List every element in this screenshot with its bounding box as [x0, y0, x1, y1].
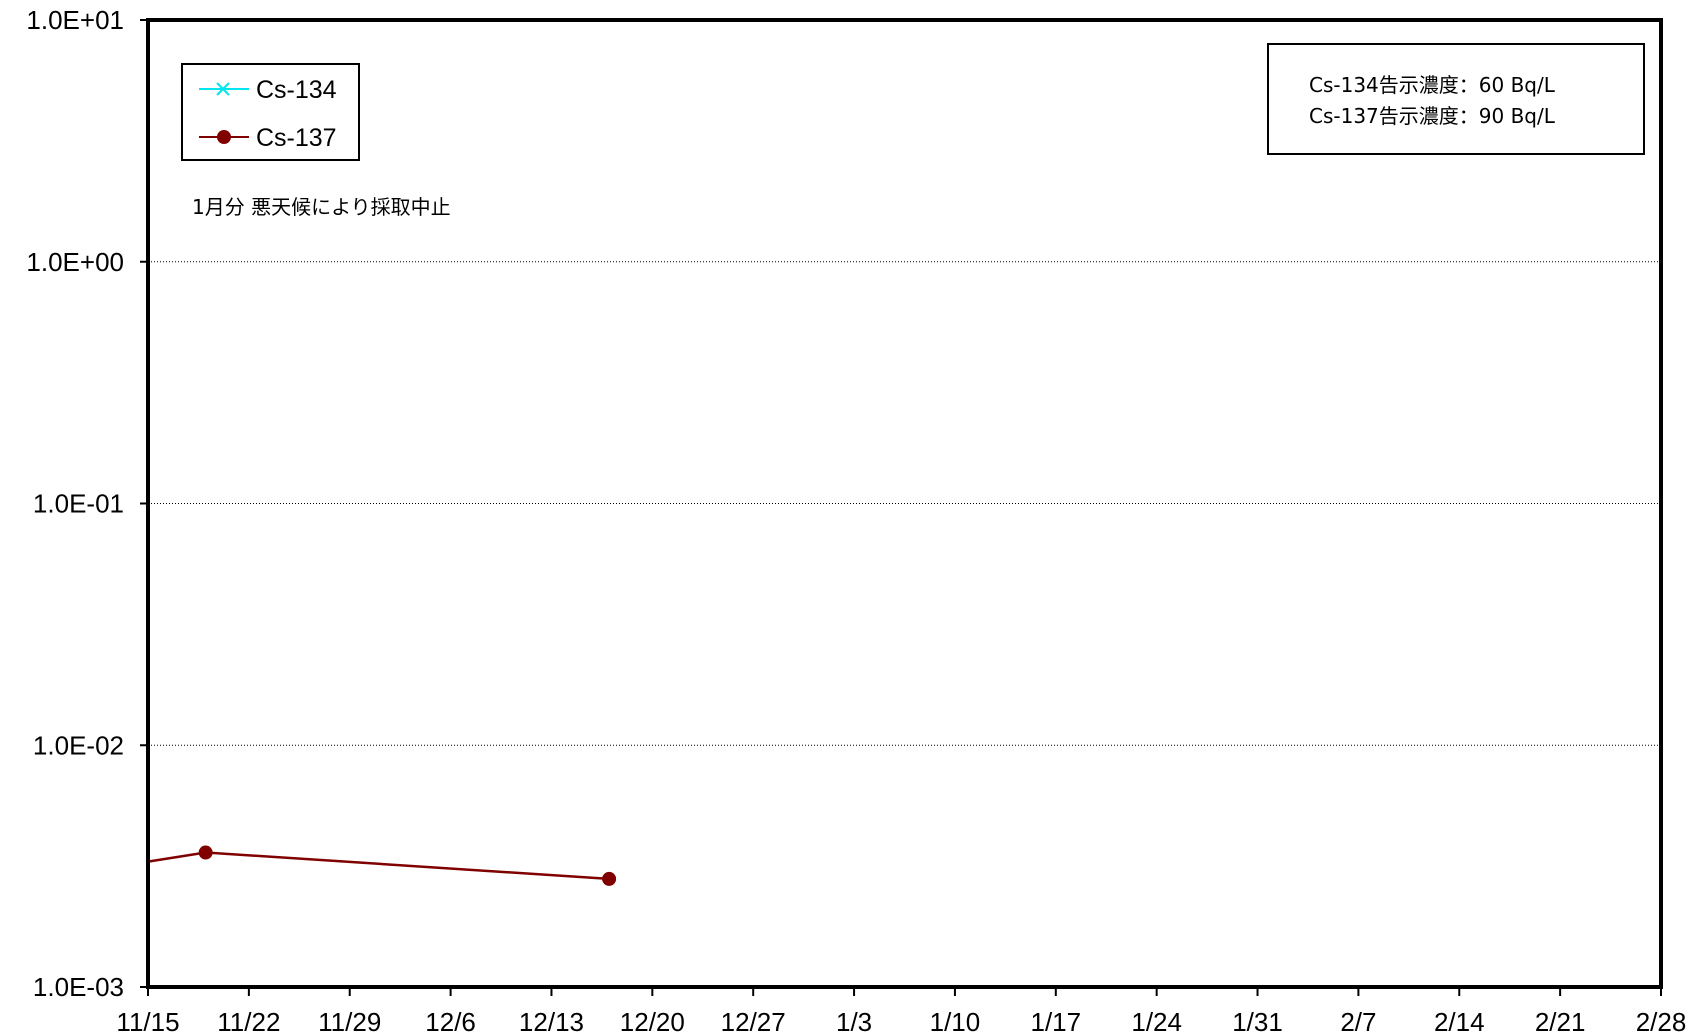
legend-item-cs137: Cs-137 — [199, 124, 337, 152]
y-tick-label: 1.0E-01 — [33, 489, 124, 519]
x-marker-icon — [216, 82, 230, 96]
y-tick-label: 1.0E+01 — [26, 5, 124, 35]
circle-marker-icon — [217, 130, 231, 144]
limit-annotation-box — [1267, 43, 1645, 155]
limit-text-cs134: Cs-134告示濃度：60 Bq/L — [1309, 73, 1556, 97]
legend-box — [181, 63, 360, 161]
x-tick-label: 1/17 — [1030, 1007, 1081, 1036]
x-tick-label: 11/15 — [116, 1007, 179, 1036]
limit-text-cs137: Cs-137告示濃度：90 Bq/L — [1309, 104, 1556, 128]
x-tick-label: 2/14 — [1434, 1007, 1485, 1036]
legend: Cs-134 Cs-137 — [181, 63, 360, 161]
limit-annotation: Cs-134告示濃度：60 Bq/L Cs-137告示濃度：90 Bq/L — [1267, 43, 1645, 155]
x-tick-label: 12/20 — [620, 1007, 685, 1036]
data-point — [602, 871, 617, 886]
x-tick-label: 1/10 — [930, 1007, 981, 1036]
x-tick-label: 1/24 — [1131, 1007, 1182, 1036]
legend-label-cs134: Cs-134 — [256, 76, 337, 104]
grid-lines — [148, 261, 1661, 746]
x-tick-label: 1/31 — [1232, 1007, 1283, 1036]
x-tick-label: 2/28 — [1636, 1007, 1687, 1036]
x-tick-label: 2/7 — [1340, 1007, 1376, 1036]
x-tick-label: 11/29 — [318, 1007, 381, 1036]
x-axis-ticks: 11/15 11/22 11/29 12/6 12/13 12/20 12/27 1/3 1/1… — [116, 987, 1686, 1036]
x-tick-label: 12/13 — [519, 1007, 584, 1036]
sampling-note: 1月分 悪天候により採取中止 — [192, 195, 451, 219]
data-point — [198, 845, 213, 860]
y-tick-label: 1.0E-02 — [33, 730, 124, 760]
x-tick-label: 1/3 — [836, 1007, 872, 1036]
y-tick-label: 1.0E+00 — [26, 247, 124, 277]
series-layer — [147, 845, 617, 886]
x-tick-label: 2/21 — [1535, 1007, 1586, 1036]
legend-item-cs134: Cs-134 — [199, 76, 337, 104]
y-tick-label: 1.0E-03 — [33, 972, 124, 1002]
x-tick-label: 12/27 — [721, 1007, 786, 1036]
plot-area-frame — [146, 18, 1663, 989]
legend-label-cs137: Cs-137 — [256, 124, 337, 152]
x-tick-label: 11/22 — [217, 1007, 280, 1036]
x-tick-label: 12/6 — [425, 1007, 476, 1036]
